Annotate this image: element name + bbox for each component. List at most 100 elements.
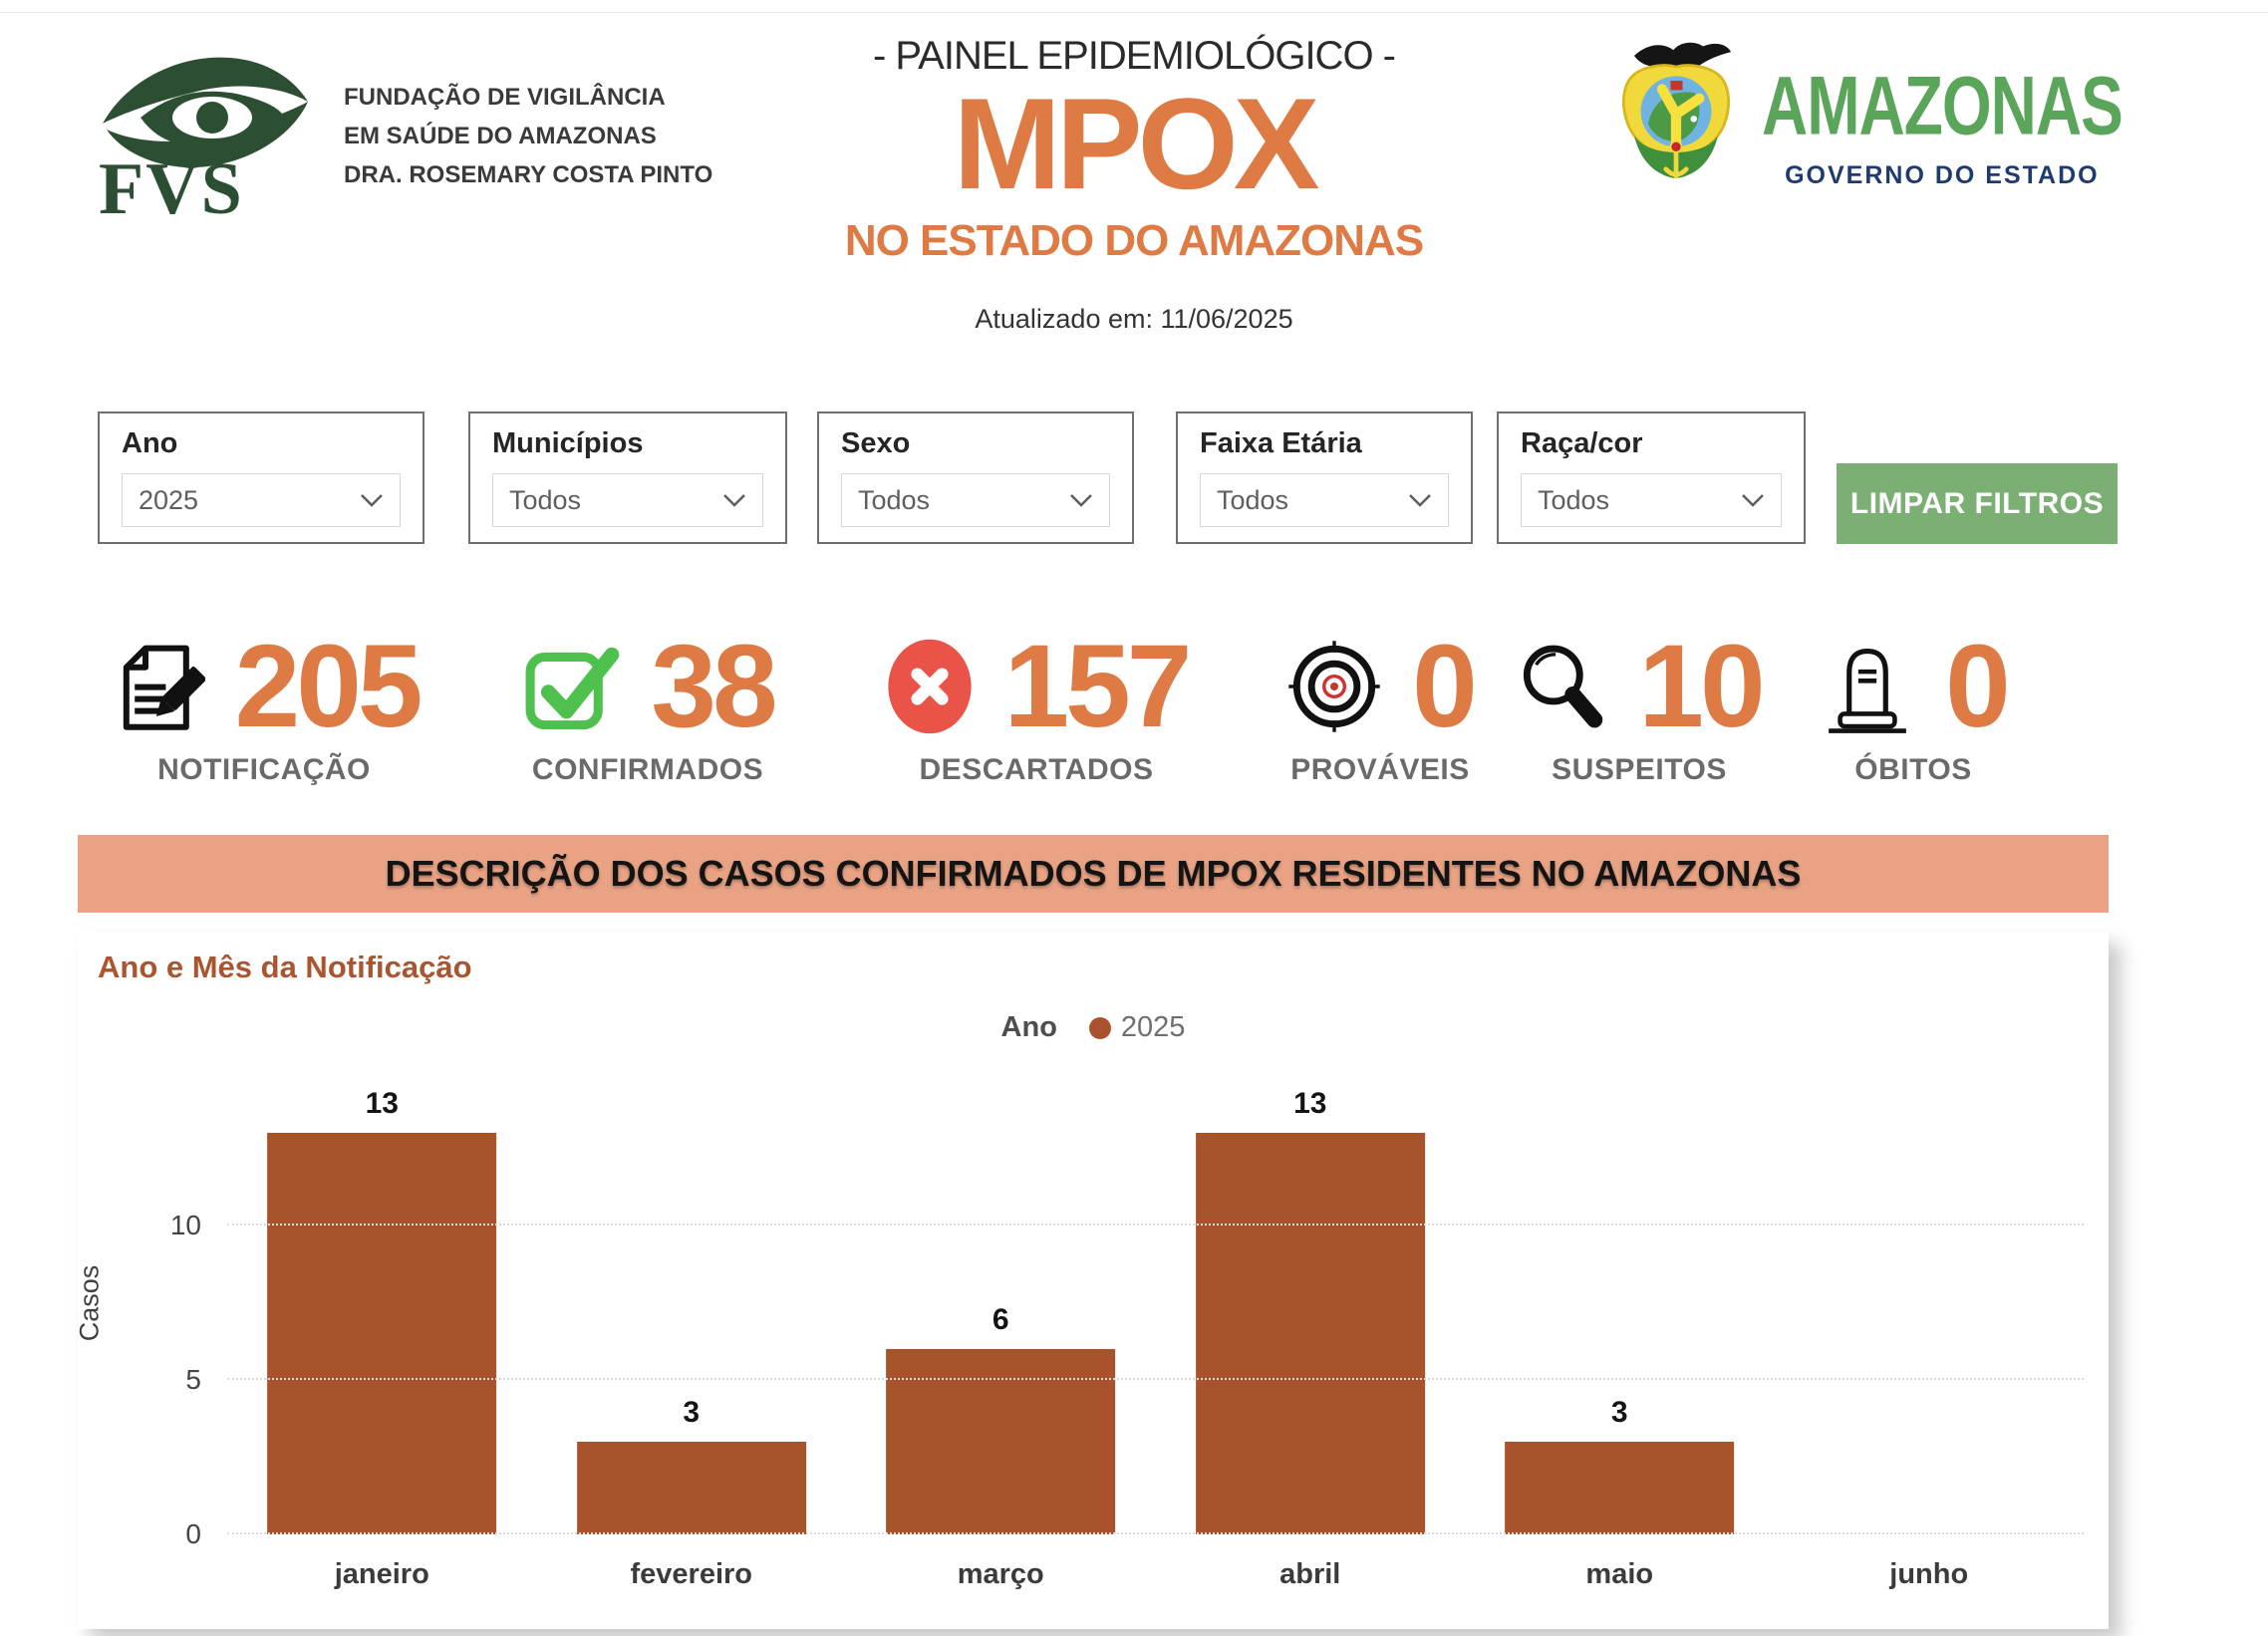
- x-axis-label-janeiro: janeiro: [334, 1558, 429, 1590]
- kpi-confirmados-value: 38: [651, 621, 777, 752]
- x-axis-label-maio: maio: [1585, 1558, 1654, 1590]
- confirmed-check-icon: [525, 647, 620, 730]
- kpi-obitos: 0 ÓBITOS: [1784, 628, 2043, 787]
- bar-value-label: 6: [992, 1303, 1009, 1336]
- filter-faixa-etaria-label: Faixa Etária: [1200, 427, 1362, 459]
- kpi-suspeitos-value: 10: [1638, 621, 1765, 752]
- x-axis-label-abril: abril: [1279, 1558, 1341, 1590]
- gridline: [227, 1378, 2084, 1381]
- bar-slot-fevereiro: 3 fevereiro: [537, 1071, 847, 1590]
- chart-legend: Ano 2025: [78, 1011, 2109, 1044]
- amazonas-coat-of-arms-icon: [1621, 42, 1732, 179]
- org-line-2: EM SAÚDE DO AMAZONAS: [344, 123, 657, 149]
- filter-raca-cor-label: Raça/cor: [1521, 427, 1643, 459]
- filter-ano-dropdown[interactable]: 2025: [122, 473, 401, 527]
- kpi-provaveis-label: PROVÁVEIS: [1290, 753, 1470, 786]
- kpi-obitos-value: 0: [1945, 621, 2011, 752]
- section-banner: DESCRIÇÃO DOS CASOS CONFIRMADOS DE MPOX …: [78, 835, 2109, 913]
- org-line-3: DRA. ROSEMARY COSTA PINTO: [344, 161, 713, 188]
- filter-faixa-etaria: Faixa Etária Todos: [1176, 411, 1473, 544]
- chevron-down-icon: [1409, 494, 1431, 507]
- kpi-notificacao-label: NOTIFICAÇÃO: [157, 753, 371, 786]
- filter-faixa-etaria-value: Todos: [1217, 484, 1289, 515]
- x-axis-label-junho: junho: [1889, 1558, 1969, 1590]
- governo-tagline: GOVERNO DO ESTADO: [1785, 161, 2100, 189]
- bar-value-label: 3: [683, 1396, 701, 1429]
- filter-ano-value: 2025: [139, 484, 199, 515]
- filter-ano-label: Ano: [122, 427, 178, 459]
- clear-filters-button[interactable]: LIMPAR FILTROS: [1837, 463, 2118, 544]
- kpi-notificacao-value: 205: [234, 621, 424, 752]
- page-title: MPOX: [953, 71, 1320, 216]
- filter-municipios-dropdown[interactable]: Todos: [492, 473, 763, 527]
- bar-slot-abril: 13 abril: [1156, 1071, 1466, 1590]
- kpi-obitos-label: ÓBITOS: [1854, 753, 1972, 786]
- filter-faixa-etaria-dropdown[interactable]: Todos: [1200, 473, 1449, 527]
- y-tick-label: 10: [169, 1210, 201, 1241]
- chart-card: Ano e Mês da Notificação Ano 2025 Casos …: [74, 932, 2109, 1629]
- bar-maio[interactable]: [1505, 1442, 1735, 1534]
- filter-ano: Ano 2025: [98, 411, 425, 544]
- page-title-block: - PAINEL EPIDEMIOLÓGICO - MPOX NO ESTADO…: [785, 34, 1483, 335]
- filter-raca-cor-dropdown[interactable]: Todos: [1521, 473, 1782, 527]
- top-divider: [0, 12, 2268, 13]
- fvs-org-name: FUNDAÇÃO DE VIGILÂNCIA EM SAÚDE DO AMAZO…: [344, 78, 712, 194]
- kpi-notificacao: 205 NOTIFICAÇÃO: [110, 621, 424, 787]
- kpi-confirmados-label: CONFIRMADOS: [531, 753, 764, 786]
- filter-raca-cor-value: Todos: [1538, 484, 1610, 515]
- bar-abril[interactable]: [1195, 1133, 1425, 1534]
- chart-title: Ano e Mês da Notificação: [98, 950, 472, 984]
- notification-document-icon: [123, 645, 205, 730]
- x-axis-label-março: março: [957, 1558, 1044, 1590]
- bar-value-label: 3: [1610, 1396, 1628, 1429]
- fvs-eye-logo-icon: FVS: [99, 57, 308, 222]
- filter-sexo-dropdown[interactable]: Todos: [841, 473, 1110, 527]
- kpi-suspeitos: 10 SUSPEITOS: [1500, 628, 1779, 787]
- bar-janeiro[interactable]: [267, 1133, 497, 1534]
- bar-fevereiro[interactable]: [576, 1442, 806, 1534]
- amazonas-brand: AMAZONAS GOVERNO DO ESTADO: [1606, 30, 2124, 190]
- discarded-x-icon: [887, 639, 972, 734]
- fvs-brand: FVS FUNDAÇÃO DE VIGILÂNCIA EM SAÚDE DO A…: [85, 38, 712, 222]
- filter-sexo-value: Todos: [858, 484, 931, 515]
- page-subtitle: NO ESTADO DO AMAZONAS: [844, 216, 1424, 265]
- bar-slot-maio: 3 maio: [1465, 1071, 1775, 1590]
- bar-março[interactable]: [886, 1349, 1116, 1534]
- kpi-descartados-label: DESCARTADOS: [919, 753, 1154, 786]
- bars-row: 13 janeiro 3 fevereiro 6 março 13 abril 3 maio jun…: [227, 1071, 2085, 1590]
- kpi-confirmados: 38 CONFIRMADOS: [478, 628, 817, 787]
- filter-municipios-value: Todos: [509, 484, 582, 515]
- panel-label: - PAINEL EPIDEMIOLÓGICO -: [873, 34, 1396, 78]
- svg-text:FVS: FVS: [99, 148, 244, 222]
- deaths-tombstone-icon: [1829, 648, 1907, 733]
- kpi-provaveis: 0 PROVÁVEIS: [1241, 628, 1520, 787]
- y-axis-title: Casos: [74, 1264, 105, 1341]
- filter-municipios: Municípios Todos: [468, 411, 787, 544]
- bar-slot-janeiro: 13 janeiro: [227, 1071, 537, 1590]
- updated-date: Atualizado em: 11/06/2025: [975, 304, 1293, 334]
- y-tick-label: 5: [185, 1364, 201, 1396]
- bar-value-label: 13: [365, 1087, 399, 1121]
- kpi-provaveis-value: 0: [1412, 621, 1478, 752]
- probable-target-icon: [1288, 641, 1380, 732]
- chevron-down-icon: [1070, 494, 1092, 507]
- org-line-1: FUNDAÇÃO DE VIGILÂNCIA: [344, 84, 666, 111]
- section-banner-text: DESCRIÇÃO DOS CASOS CONFIRMADOS DE MPOX …: [385, 853, 1802, 894]
- legend-series-dot: [1088, 1016, 1111, 1039]
- kpi-descartados-value: 157: [1003, 621, 1193, 752]
- filter-raca-cor: Raça/cor Todos: [1497, 411, 1806, 544]
- chevron-down-icon: [361, 494, 383, 507]
- y-tick-label: 0: [185, 1518, 201, 1549]
- gridline: [227, 1532, 2084, 1534]
- filter-sexo: Sexo Todos: [817, 411, 1134, 544]
- chevron-down-icon: [723, 494, 745, 507]
- suspect-magnifier-icon: [1524, 645, 1603, 728]
- bar-slot-março: 6 março: [846, 1071, 1156, 1590]
- x-axis-label-fevereiro: fevereiro: [630, 1558, 752, 1590]
- bar-slot-junho: junho: [1775, 1071, 2085, 1590]
- bar-value-label: 13: [1293, 1087, 1327, 1121]
- legend-title: Ano: [1000, 1011, 1057, 1043]
- legend-series-label: 2025: [1120, 1011, 1186, 1043]
- filter-municipios-label: Municípios: [492, 427, 644, 459]
